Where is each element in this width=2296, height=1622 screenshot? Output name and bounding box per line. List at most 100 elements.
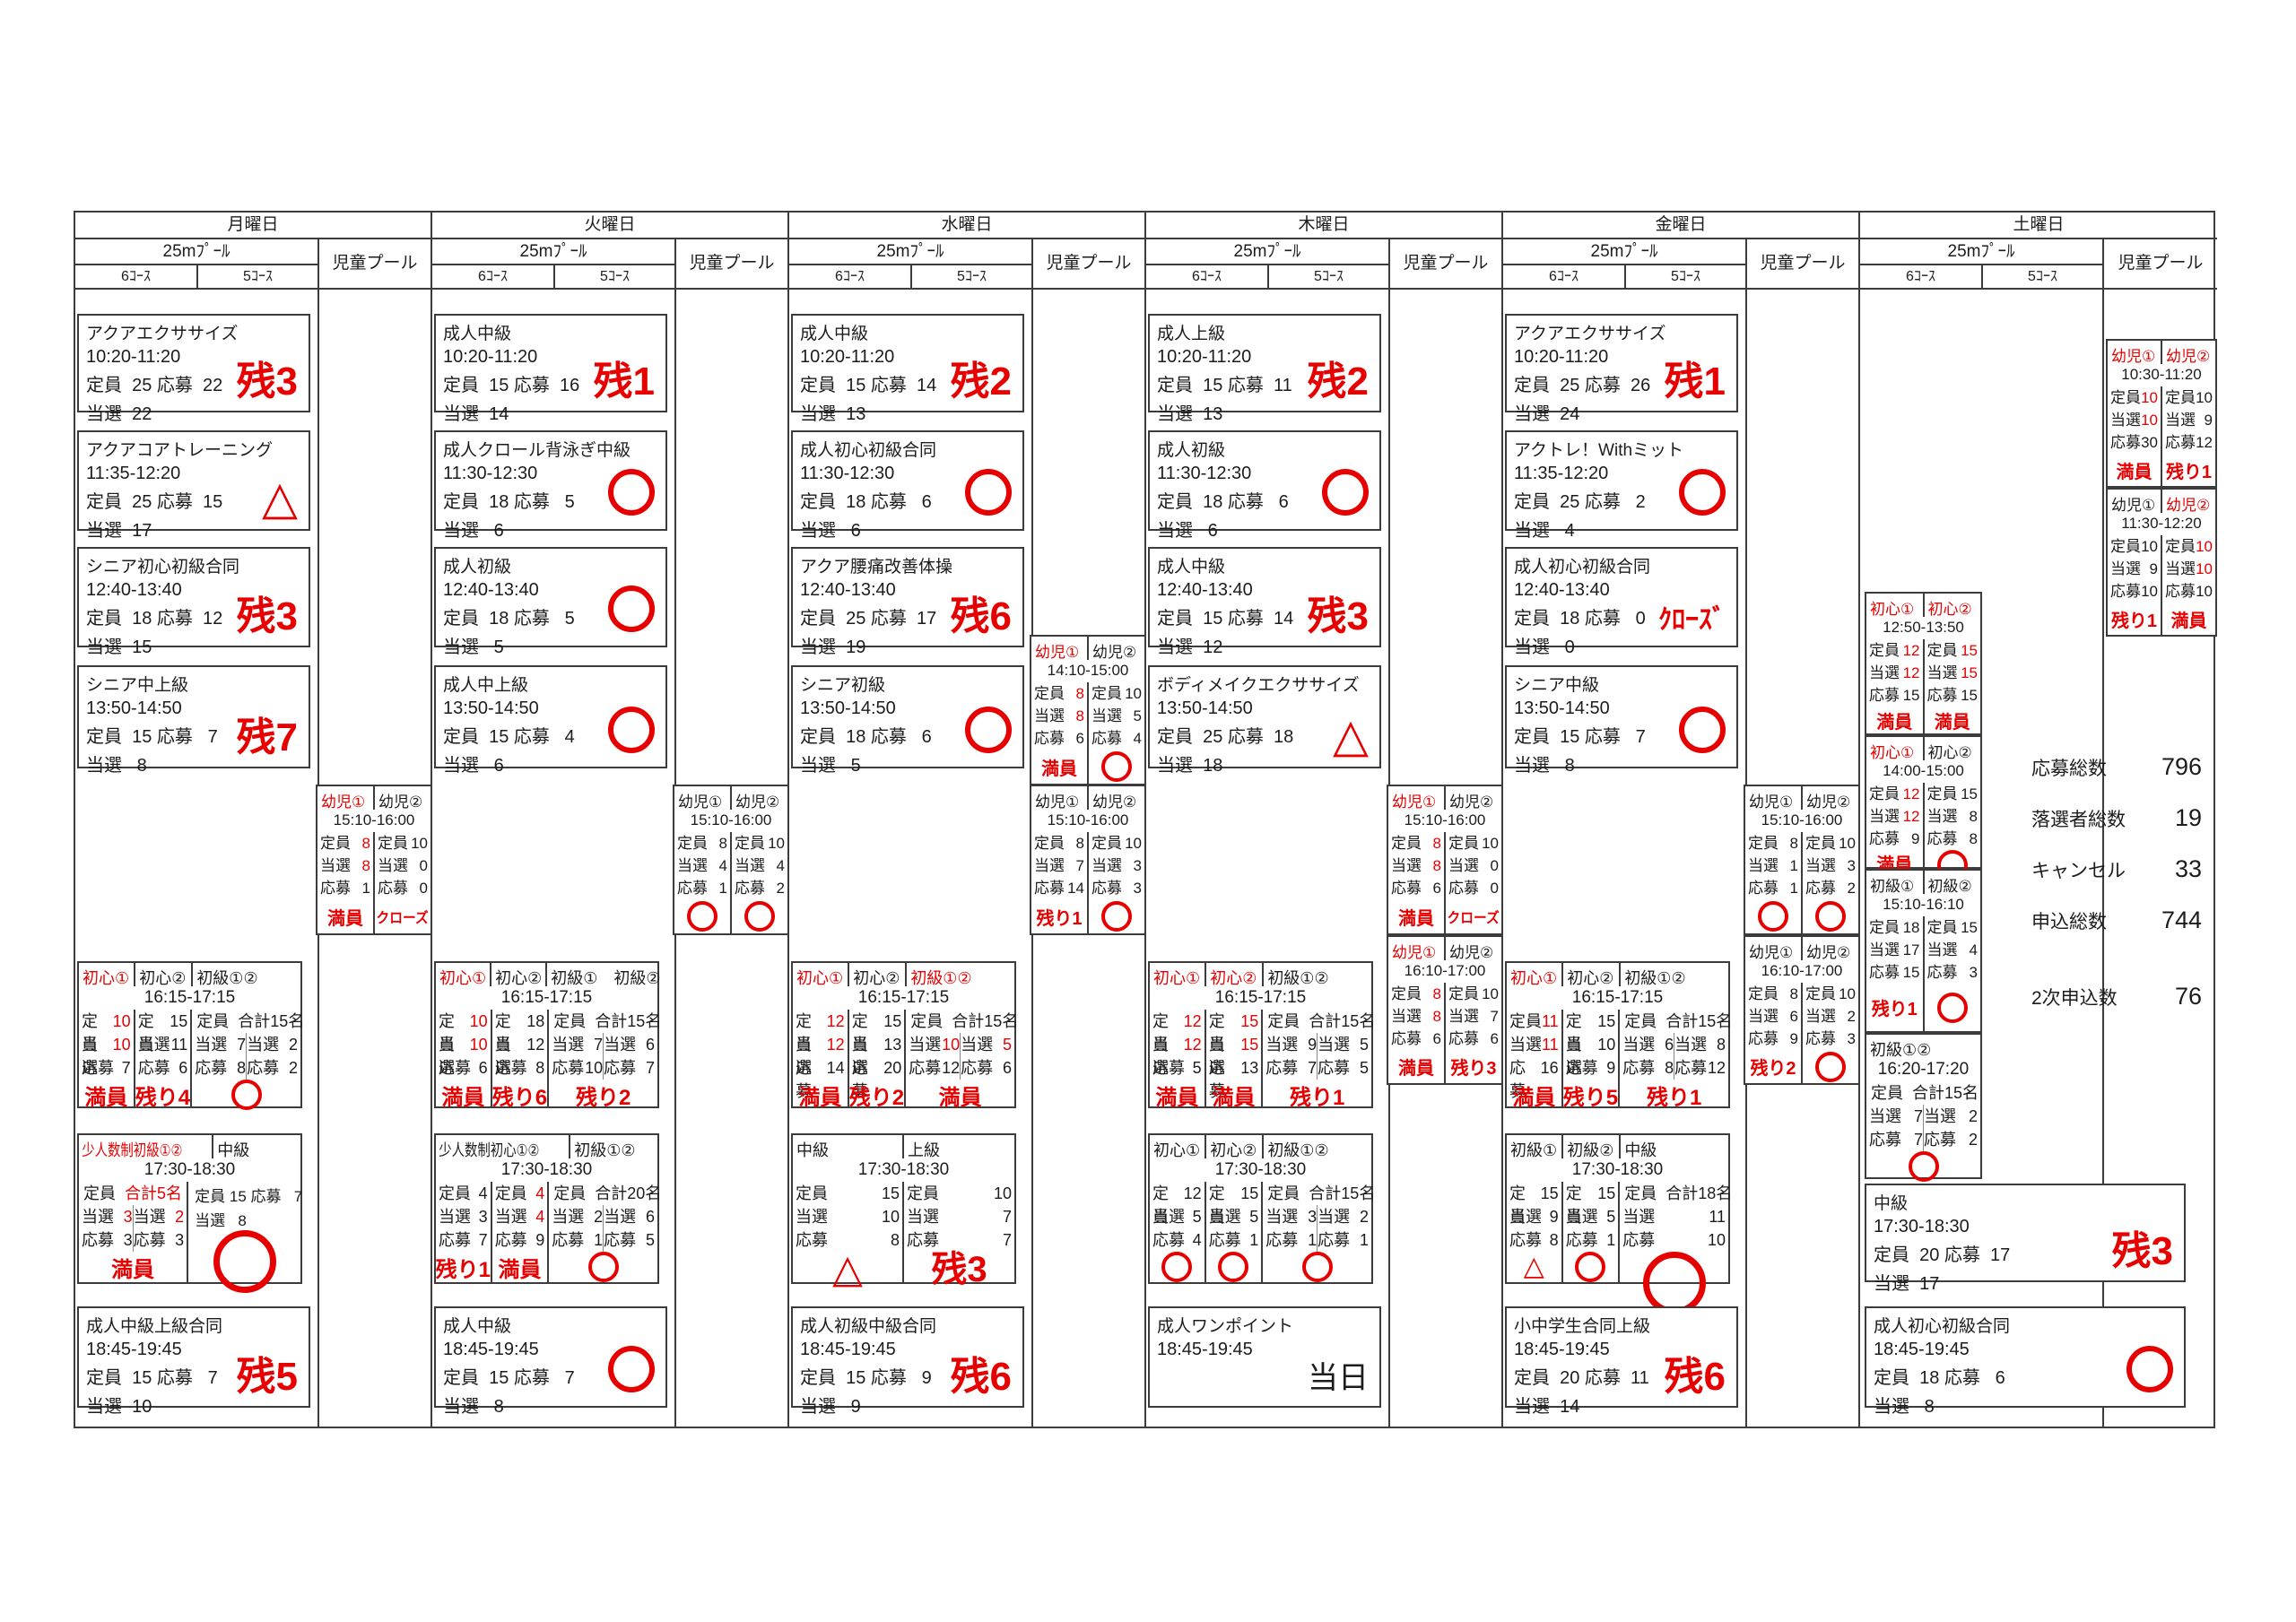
stat-row: 当選 7: [1448, 1005, 1499, 1028]
stat-label: 応募: [1091, 730, 1122, 747]
course6-header: 6ｺｰｽ: [75, 265, 196, 290]
status-close: クローズ: [1447, 911, 1500, 926]
card-title: 成人中級: [443, 325, 512, 343]
stat-row: 応募 5: [1318, 1056, 1369, 1080]
col-status: 満員: [439, 1080, 488, 1111]
stat-column: 定員 15 当選 8 応募 8: [1922, 783, 1981, 880]
kids-pool-header: 児童プール: [1031, 239, 1144, 290]
status-left: 残り1: [2165, 462, 2213, 482]
summary-row: キャンセル 33: [2031, 855, 2202, 886]
block-body: 定員 8 当選 7 応募 14 残り1 定員 10 当選 3 応募 3: [1031, 832, 1144, 933]
col-head: 幼児②: [2161, 490, 2215, 514]
stat-column: 定員 10 当選 4 応募 2: [730, 832, 787, 933]
block-time: 15:10-16:00: [1404, 811, 1486, 828]
stat-row: 応募 1: [1209, 1228, 1259, 1252]
card-status: 残3: [1308, 597, 1369, 637]
status-tri: △: [262, 473, 298, 525]
stat-value: 9: [531, 1231, 545, 1249]
col-head: 初心②: [1205, 1135, 1262, 1159]
card-title: アクアエクササイズ: [1514, 325, 1666, 343]
card-block: 中級 17:30-18:30 定員 20 応募 17 当選 17 残3: [1865, 1184, 2186, 1294]
stat-column: 定員 合計15名 当選 9 応募 7 当選 5 応募 5 残り1: [1261, 1010, 1375, 1110]
col-status: [735, 899, 785, 933]
stat-label: 当選: [907, 1208, 940, 1226]
stat-value: 6: [1785, 1008, 1798, 1025]
stat-value: 1: [1602, 1231, 1616, 1249]
stat-value: 6: [1485, 1030, 1499, 1047]
card-capacity-line: 定員 15 応募 16: [443, 376, 580, 395]
status-left: 残り2: [848, 1086, 905, 1110]
status-ring: [965, 707, 1012, 753]
stat-label: 応募: [1448, 1030, 1479, 1047]
stat-row: 応募 7: [439, 1228, 488, 1252]
stat-value: 1: [714, 880, 727, 897]
stat-row: 定員 15: [1566, 1182, 1616, 1226]
stat-value: 15: [1961, 664, 1978, 681]
col-head: 初心②: [848, 963, 905, 987]
stat-value: 4: [771, 857, 785, 874]
pair-col: 当選 7 応募 8: [195, 1033, 246, 1080]
stat-value: 15: [1240, 1012, 1259, 1030]
col-head: 幼児①: [1392, 794, 1437, 811]
stat-value: 5: [998, 1036, 1013, 1054]
card-time: 10:20-11:20: [1157, 347, 1252, 367]
multi-block: 初級①② 16:20-17:20 定員 合計15名 当選 7 応募 7 当選 2 応募 2: [1865, 1033, 1982, 1182]
stat-value: 7: [997, 1231, 1012, 1249]
stat-value: 12: [1707, 1059, 1726, 1077]
col-status: 残り6: [492, 1080, 547, 1111]
status-left: 残り2: [1750, 1059, 1796, 1079]
stat-row: 当選 4: [1927, 939, 1979, 961]
status-zan: 残2: [1307, 360, 1369, 403]
day-column-4: 木曜日 25mﾌﾟｰﾙ 児童プール 6ｺｰｽ 5ｺｰｽ 成人上級 10:20-11:20 定員…: [1146, 213, 1503, 1427]
card-time: 18:45-19:45: [1874, 1340, 1970, 1359]
stat-label: 定員: [1509, 1012, 1542, 1030]
card-winners-line: 当選 19: [800, 638, 866, 657]
stat-label: 応募: [552, 1231, 585, 1249]
status-ring-sm: [744, 901, 775, 932]
card-status: [965, 707, 1012, 758]
status-full: 満員: [1934, 712, 1970, 733]
summary-value: 76: [2174, 983, 2202, 1010]
stat-column: 定員 8 当選 8 応募 1 満員: [317, 832, 373, 933]
stat-value: 5: [1245, 1208, 1259, 1226]
stat-label: 定員: [1448, 985, 1479, 1002]
stat-column: 定員 10 当選 9 応募 12 残り1: [2161, 386, 2215, 486]
stat-value: 15: [170, 1012, 188, 1030]
multi-block: 少人数制初心①② 初級①② 17:30-18:30 定員 4 当選 3 応募 7 残り1 定員…: [434, 1133, 661, 1284]
status-ring-sm: [1758, 901, 1788, 932]
stat-value: 1: [589, 1231, 604, 1249]
stat-row: 当選 5: [1152, 1205, 1202, 1228]
card-title: アクトレ！Withミット: [1514, 441, 1684, 460]
column-heads-row: 少人数制初心①② 初級①②: [436, 1135, 657, 1159]
stat-value: 7: [1485, 1008, 1499, 1025]
col-head: 幼児②: [1444, 937, 1501, 961]
pair-col: 当選 7 応募 10: [552, 1033, 603, 1080]
stat-row: 定員 18: [495, 1010, 545, 1054]
card-status: 残1: [1665, 362, 1726, 402]
stat-row: 当選 15: [1927, 662, 1979, 684]
stat-value: 4: [714, 857, 727, 874]
pair-col: 当選 2 応募 2: [1923, 1105, 1978, 1151]
stat-value: 10: [2196, 560, 2213, 577]
column-heads-row: 初心① 初心② 初級①②: [79, 963, 300, 987]
card-winners-line: 当選 6: [1157, 521, 1218, 541]
card-block: 成人クロール背泳ぎ中級 11:30-12:30 定員 18 応募 5 当選 6: [434, 430, 667, 541]
stat-label: 定員: [1152, 1184, 1169, 1226]
stat-value: 1: [357, 880, 370, 897]
column-heads-row: 幼児① 幼児②: [1388, 786, 1501, 811]
stat-value: 1: [1303, 1231, 1318, 1249]
stat-label: 定員: [439, 1012, 455, 1054]
status-zan: 残3: [931, 1250, 987, 1289]
card-time: 12:40-13:40: [443, 580, 539, 600]
card-capacity-line: 定員 25 応募 2: [1514, 492, 1646, 512]
col-head: 幼児②: [1801, 937, 1858, 961]
stat-label: 定員: [1509, 1184, 1526, 1226]
stat-row: 定員 4: [439, 1182, 488, 1205]
day-column-3: 水曜日 25mﾌﾟｰﾙ 児童プール 6ｺｰｽ 5ｺｰｽ 成人中級 10:20-11:20 定員…: [789, 213, 1146, 1427]
stat-row: 応募 6: [961, 1056, 1012, 1080]
stat-value: 2: [284, 1036, 299, 1054]
col-status: △: [1509, 1252, 1559, 1282]
col-status: 満員: [1869, 707, 1920, 733]
stat-row: 応募 9: [1566, 1056, 1616, 1080]
